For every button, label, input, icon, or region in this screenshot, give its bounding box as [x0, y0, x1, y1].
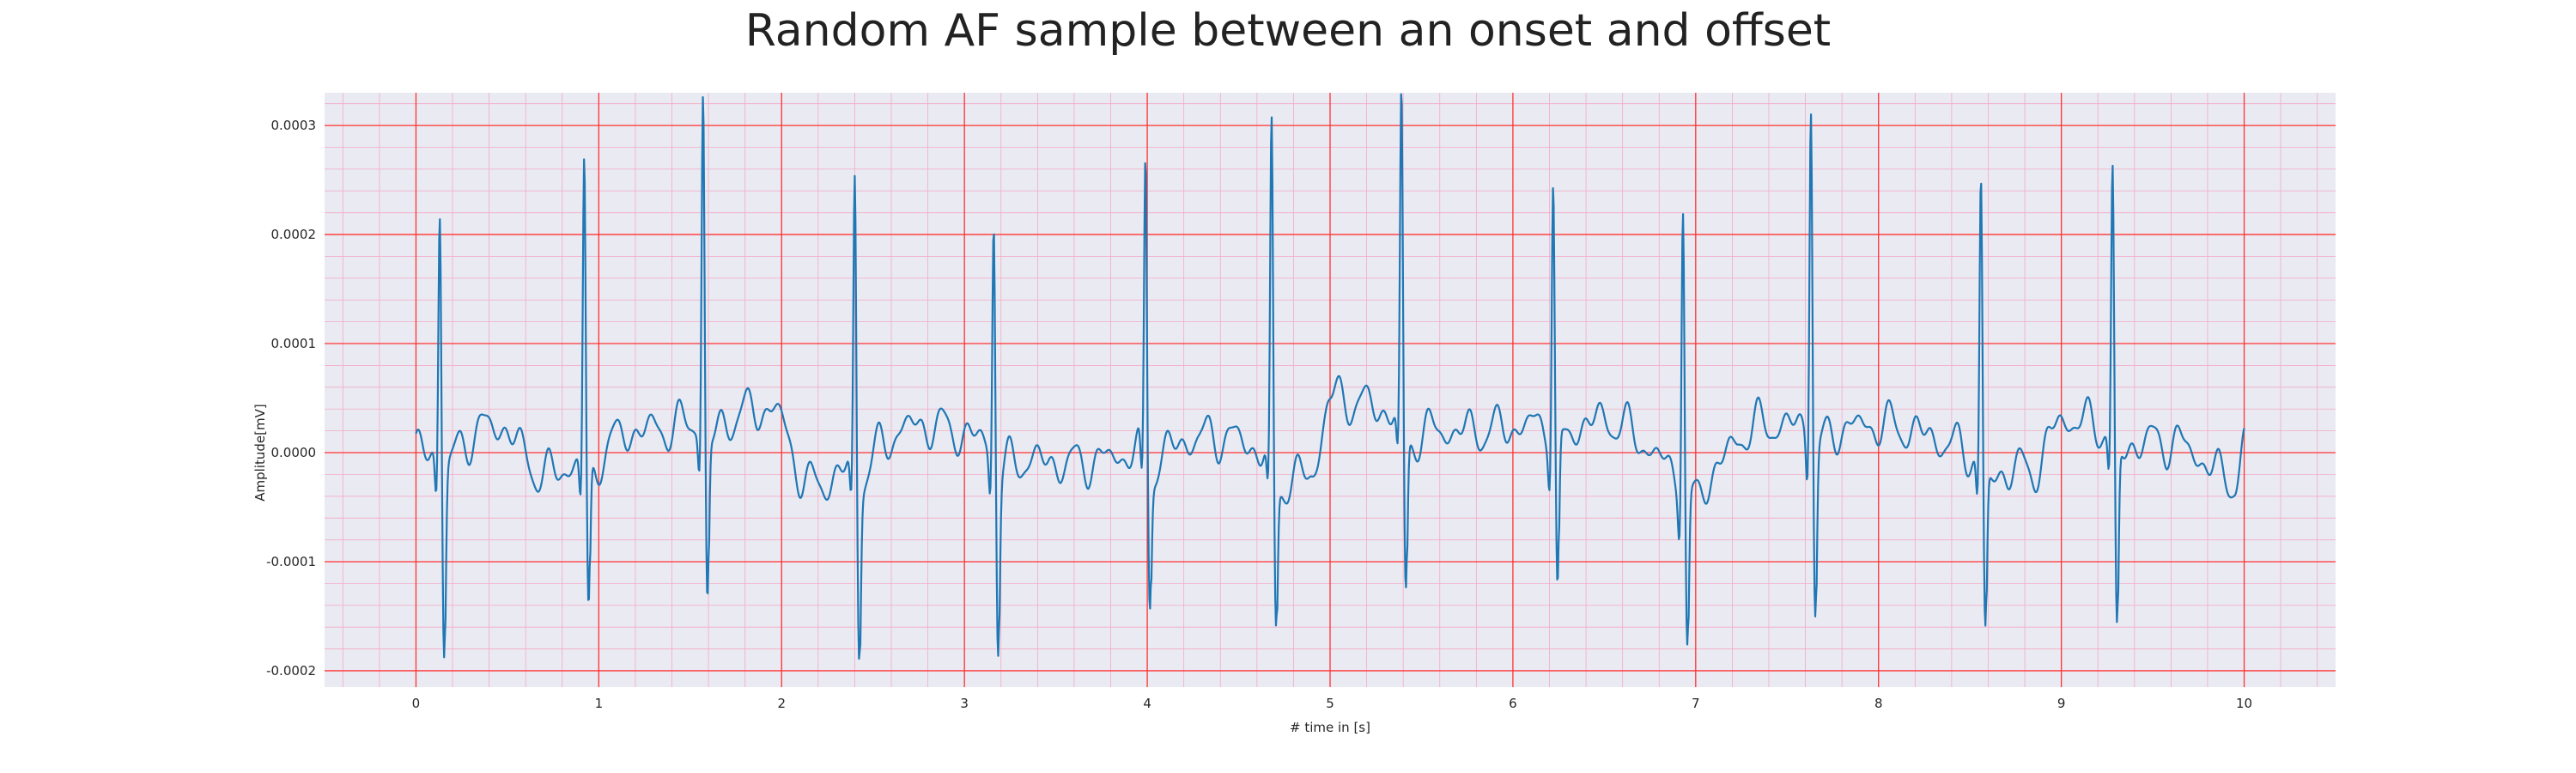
x-tick-label: 0: [412, 696, 421, 711]
x-tick-label: 3: [960, 696, 969, 711]
x-tick-label: 7: [1692, 696, 1700, 711]
x-tick-label: 6: [1509, 696, 1517, 711]
x-tick-label: 5: [1326, 696, 1334, 711]
major-grid: [325, 93, 2336, 687]
x-axis-ticks: 0 1 2 3 4 5 6 7 8 9 10: [412, 696, 2252, 711]
y-tick-label: 0.0000: [271, 445, 317, 460]
y-tick-label: -0.0001: [266, 554, 316, 569]
y-tick-label: 0.0003: [271, 118, 317, 133]
x-tick-label: 10: [2236, 696, 2252, 711]
y-tick-label: -0.0002: [266, 663, 316, 679]
y-axis-ticks: -0.0002 -0.0001 0.0000 0.0001 0.0002 0.0003: [266, 118, 316, 679]
x-tick-label: 1: [595, 696, 604, 711]
y-tick-label: 0.0001: [271, 336, 317, 351]
x-tick-label: 9: [2057, 696, 2066, 711]
x-tick-label: 4: [1143, 696, 1151, 711]
x-axis-label: # time in [s]: [1290, 720, 1370, 735]
ecg-signal-line: [415, 93, 2245, 660]
chart-title: Random AF sample between an onset and of…: [744, 5, 1832, 57]
x-tick-label: 2: [777, 696, 786, 711]
y-tick-label: 0.0002: [271, 227, 317, 242]
y-axis-label: Amplitude[mV]: [252, 404, 268, 501]
x-tick-label: 8: [1874, 696, 1883, 711]
